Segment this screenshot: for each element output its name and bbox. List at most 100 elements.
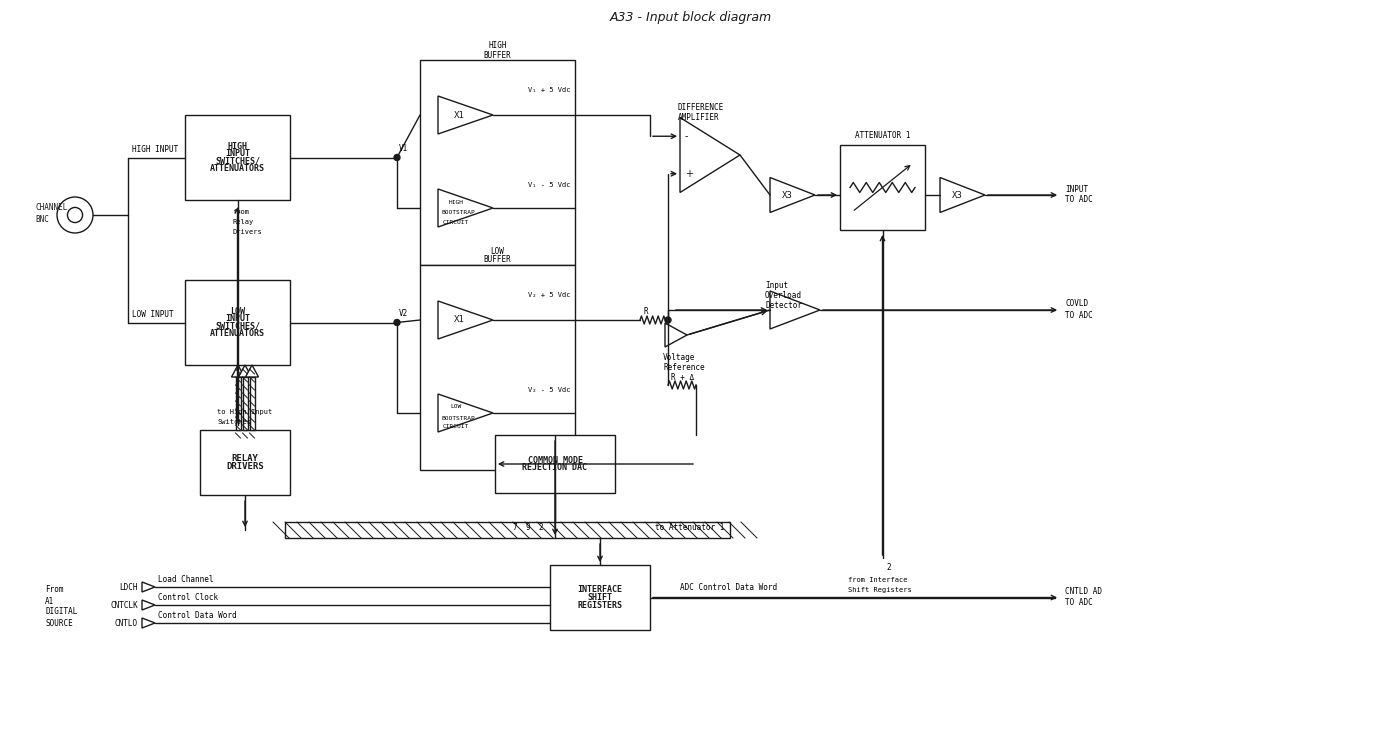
- Text: HIGH: HIGH: [448, 200, 463, 204]
- Bar: [420, 265, 575, 470]
- Text: V₁ + 5 Vdc: V₁ + 5 Vdc: [528, 87, 571, 93]
- Text: Relay: Relay: [232, 219, 253, 225]
- Polygon shape: [238, 365, 252, 377]
- Text: BUFFER: BUFFER: [484, 50, 512, 59]
- Text: CIRCUIT: CIRCUIT: [443, 425, 469, 429]
- Bar: [839, 145, 925, 230]
- Text: Reference: Reference: [662, 363, 704, 371]
- Text: REGISTERS: REGISTERS: [578, 600, 622, 610]
- Text: to High Input: to High Input: [217, 409, 272, 415]
- Bar: [242, 377, 248, 430]
- Text: REJECTION DAC: REJECTION DAC: [523, 463, 588, 472]
- Text: -: -: [685, 131, 689, 141]
- Text: 9: 9: [526, 523, 530, 533]
- Text: V₁ - 5 Vdc: V₁ - 5 Vdc: [528, 182, 571, 188]
- Text: V2: V2: [400, 309, 408, 318]
- Text: BOOTSTRAP: BOOTSTRAP: [441, 210, 474, 215]
- Text: HIGH: HIGH: [227, 142, 248, 151]
- Text: SOURCE: SOURCE: [46, 619, 73, 628]
- Text: X1: X1: [454, 315, 465, 325]
- Text: BUFFER: BUFFER: [484, 255, 512, 264]
- Text: Load Channel: Load Channel: [158, 576, 213, 585]
- Text: LOW: LOW: [491, 246, 505, 255]
- Text: CNTCLK: CNTCLK: [111, 600, 138, 610]
- Text: RELAY: RELAY: [231, 454, 259, 463]
- Text: Input: Input: [765, 280, 788, 289]
- Polygon shape: [438, 189, 492, 227]
- Text: X1: X1: [454, 110, 465, 119]
- Polygon shape: [770, 178, 815, 212]
- Bar: [185, 280, 290, 365]
- Text: HIGH INPUT: HIGH INPUT: [131, 145, 178, 154]
- Text: BNC: BNC: [35, 215, 48, 224]
- Bar: [285, 522, 730, 538]
- Circle shape: [394, 155, 400, 161]
- Bar: [201, 430, 290, 495]
- Text: DRIVERS: DRIVERS: [227, 462, 264, 471]
- Text: From: From: [46, 585, 64, 594]
- Text: V₂ + 5 Vdc: V₂ + 5 Vdc: [528, 292, 571, 298]
- Polygon shape: [680, 118, 740, 192]
- Text: BOOTSTRAP: BOOTSTRAP: [441, 415, 474, 420]
- Circle shape: [57, 197, 93, 233]
- Text: LOW: LOW: [230, 307, 245, 316]
- Text: A33 - Input block diagram: A33 - Input block diagram: [610, 12, 772, 24]
- Text: from: from: [232, 209, 249, 215]
- Text: ATTENUATORS: ATTENUATORS: [210, 329, 266, 338]
- Polygon shape: [246, 365, 259, 377]
- Text: Control Clock: Control Clock: [158, 593, 219, 602]
- Bar: [550, 565, 650, 630]
- Text: Switches: Switches: [217, 419, 250, 425]
- Text: Drivers: Drivers: [232, 229, 263, 235]
- Text: INPUT: INPUT: [1065, 184, 1088, 193]
- Text: V1: V1: [400, 144, 408, 153]
- Text: TO ADC: TO ADC: [1065, 195, 1093, 204]
- Text: Overload: Overload: [765, 291, 802, 300]
- Text: X3: X3: [952, 190, 963, 200]
- Text: ATTENUATOR 1: ATTENUATOR 1: [855, 130, 910, 140]
- Text: ATTENUATORS: ATTENUATORS: [210, 164, 266, 173]
- Text: INPUT: INPUT: [225, 314, 250, 323]
- Polygon shape: [940, 178, 985, 212]
- Bar: [235, 377, 241, 430]
- Text: Shift Registers: Shift Registers: [848, 587, 911, 593]
- Text: 7: 7: [513, 523, 517, 533]
- Polygon shape: [142, 600, 155, 610]
- Text: LOW: LOW: [451, 405, 462, 409]
- Bar: [495, 435, 615, 493]
- Text: 2: 2: [539, 523, 544, 533]
- Text: CIRCUIT: CIRCUIT: [443, 220, 469, 224]
- Polygon shape: [665, 323, 687, 347]
- Text: DIGITAL: DIGITAL: [46, 608, 77, 616]
- Text: ADC Control Data Word: ADC Control Data Word: [680, 583, 777, 592]
- Polygon shape: [438, 301, 492, 339]
- Polygon shape: [770, 291, 820, 329]
- Polygon shape: [142, 582, 155, 592]
- Text: INPUT: INPUT: [225, 149, 250, 158]
- Text: CNTLD AD: CNTLD AD: [1065, 587, 1102, 596]
- Text: CNTLO: CNTLO: [115, 619, 138, 628]
- Polygon shape: [231, 365, 245, 377]
- Text: COVLD: COVLD: [1065, 300, 1088, 309]
- Text: LOW INPUT: LOW INPUT: [131, 310, 174, 319]
- Text: +: +: [685, 169, 693, 179]
- Text: DIFFERENCE: DIFFERENCE: [678, 103, 725, 112]
- Text: Control Data Word: Control Data Word: [158, 611, 236, 621]
- Polygon shape: [438, 96, 492, 134]
- Circle shape: [68, 207, 83, 223]
- Text: V₂ - 5 Vdc: V₂ - 5 Vdc: [528, 387, 571, 393]
- Text: SHIFT: SHIFT: [588, 593, 613, 602]
- Text: Voltage: Voltage: [662, 352, 696, 362]
- Polygon shape: [142, 618, 155, 628]
- Circle shape: [665, 317, 671, 323]
- Bar: [185, 115, 290, 200]
- Text: AMPLIFIER: AMPLIFIER: [678, 112, 719, 121]
- Text: TO ADC: TO ADC: [1065, 598, 1093, 607]
- Text: 2: 2: [887, 563, 891, 573]
- Text: from Interface: from Interface: [848, 577, 907, 583]
- Text: SWITCHES/: SWITCHES/: [214, 157, 260, 166]
- Text: R + Δ: R + Δ: [671, 372, 694, 382]
- Bar: [420, 60, 575, 265]
- Text: A1: A1: [46, 596, 54, 605]
- Text: TO ADC: TO ADC: [1065, 311, 1093, 320]
